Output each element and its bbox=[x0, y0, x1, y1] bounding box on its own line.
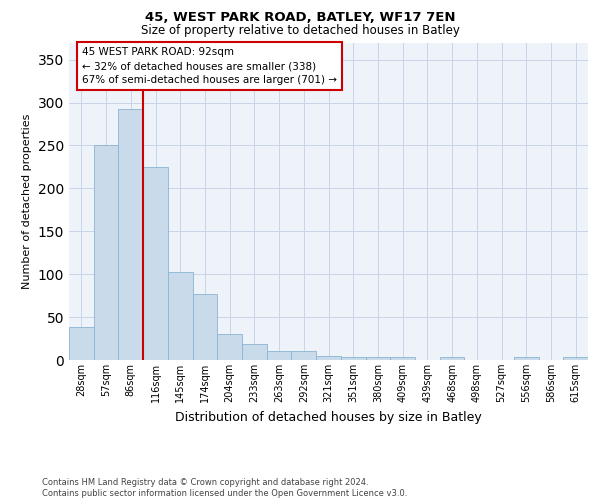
Bar bbox=[365, 356, 390, 360]
Bar bbox=[193, 294, 217, 360]
Bar bbox=[217, 334, 242, 360]
Bar bbox=[440, 358, 464, 360]
Bar bbox=[341, 356, 365, 360]
Bar bbox=[316, 356, 341, 360]
Text: Size of property relative to detached houses in Batley: Size of property relative to detached ho… bbox=[140, 24, 460, 37]
X-axis label: Distribution of detached houses by size in Batley: Distribution of detached houses by size … bbox=[175, 410, 482, 424]
Bar bbox=[143, 167, 168, 360]
Bar bbox=[94, 146, 118, 360]
Bar bbox=[514, 358, 539, 360]
Bar bbox=[242, 344, 267, 360]
Bar bbox=[292, 352, 316, 360]
Text: Contains HM Land Registry data © Crown copyright and database right 2024.
Contai: Contains HM Land Registry data © Crown c… bbox=[42, 478, 407, 498]
Bar bbox=[563, 358, 588, 360]
Bar bbox=[168, 272, 193, 360]
Bar bbox=[118, 108, 143, 360]
Bar bbox=[267, 352, 292, 360]
Text: 45, WEST PARK ROAD, BATLEY, WF17 7EN: 45, WEST PARK ROAD, BATLEY, WF17 7EN bbox=[145, 11, 455, 24]
Y-axis label: Number of detached properties: Number of detached properties bbox=[22, 114, 32, 289]
Text: 45 WEST PARK ROAD: 92sqm
← 32% of detached houses are smaller (338)
67% of semi-: 45 WEST PARK ROAD: 92sqm ← 32% of detach… bbox=[82, 48, 337, 86]
Bar bbox=[390, 358, 415, 360]
Bar bbox=[69, 328, 94, 360]
